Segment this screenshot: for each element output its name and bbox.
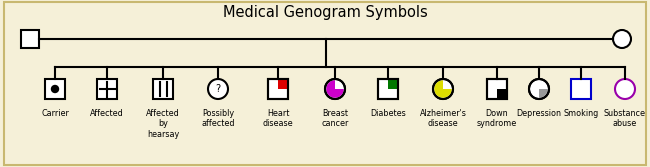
Bar bbox=[153, 79, 173, 99]
Text: Possibly
affected: Possibly affected bbox=[202, 109, 235, 128]
Bar bbox=[97, 79, 117, 99]
Text: Affected
by
hearsay: Affected by hearsay bbox=[146, 109, 180, 139]
Text: Carrier: Carrier bbox=[41, 109, 69, 118]
Text: Affected: Affected bbox=[90, 109, 124, 118]
Circle shape bbox=[433, 79, 453, 99]
Text: Heart
disease: Heart disease bbox=[263, 109, 293, 128]
Text: Breast
cancer: Breast cancer bbox=[321, 109, 348, 128]
Wedge shape bbox=[434, 80, 452, 98]
Bar bbox=[378, 79, 398, 99]
Bar bbox=[388, 79, 398, 89]
Bar bbox=[268, 79, 288, 99]
Text: Down
syndrome: Down syndrome bbox=[477, 109, 517, 128]
Circle shape bbox=[208, 79, 228, 99]
Circle shape bbox=[529, 79, 549, 99]
Text: Alzheimer's
disease: Alzheimer's disease bbox=[419, 109, 467, 128]
Bar bbox=[21, 30, 39, 48]
Circle shape bbox=[51, 86, 58, 93]
FancyBboxPatch shape bbox=[4, 2, 646, 165]
Text: Diabetes: Diabetes bbox=[370, 109, 406, 118]
Bar bbox=[571, 79, 591, 99]
Wedge shape bbox=[539, 89, 548, 98]
Bar bbox=[487, 79, 507, 99]
Text: ?: ? bbox=[215, 84, 220, 94]
Bar bbox=[278, 79, 288, 89]
Wedge shape bbox=[326, 80, 344, 98]
Bar bbox=[45, 79, 65, 99]
Bar bbox=[487, 79, 507, 99]
Circle shape bbox=[613, 30, 631, 48]
Circle shape bbox=[325, 79, 345, 99]
Bar bbox=[497, 89, 507, 99]
Text: Depression: Depression bbox=[517, 109, 562, 118]
Bar bbox=[268, 79, 288, 99]
Text: Medical Genogram Symbols: Medical Genogram Symbols bbox=[222, 5, 428, 20]
Circle shape bbox=[615, 79, 635, 99]
Text: Smoking: Smoking bbox=[564, 109, 599, 118]
Bar bbox=[378, 79, 398, 99]
Text: Substance
abuse: Substance abuse bbox=[604, 109, 646, 128]
